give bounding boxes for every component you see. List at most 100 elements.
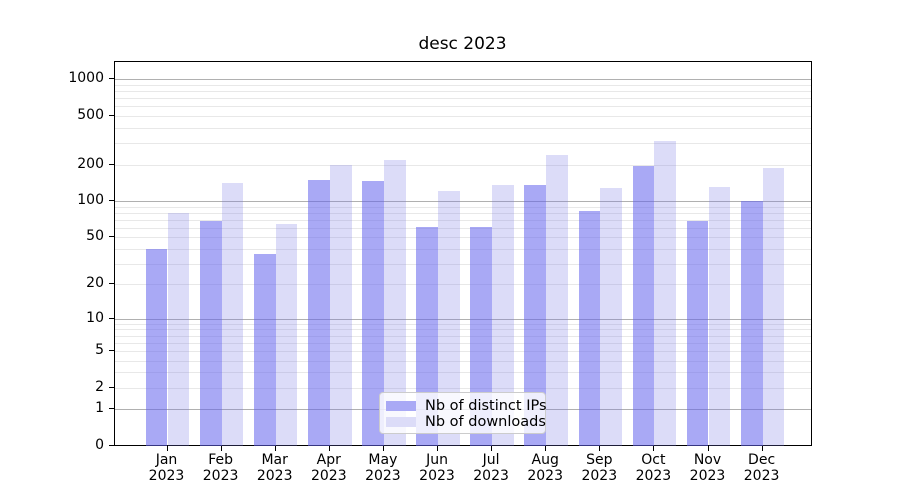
x-tick-label: Feb 2023 [202,452,239,484]
x-tick-mark [491,446,493,451]
bar-distinct-ips-nov [686,220,709,446]
minor-gridline [115,164,811,166]
minor-gridline [115,360,811,362]
y-tick-mark [109,78,114,80]
minor-gridline [115,237,811,239]
y-tick-label: 100 [77,192,104,209]
legend-item-downloads: Nb of downloads [386,414,546,430]
minor-gridline [115,91,811,93]
minor-gridline [115,106,811,108]
bar-downloads-jul [492,184,514,446]
x-tick-mark [599,446,601,451]
x-tick-mark [761,446,763,451]
x-tick-label: Sep 2023 [581,452,618,484]
x-tick-mark [707,446,709,451]
minor-gridline [115,248,811,250]
bar-downloads-sep [600,188,623,446]
y-tick-label: 500 [77,107,104,124]
major-gridline [115,201,811,203]
legend-label-downloads: Nb of downloads [425,414,546,430]
x-tick-label: Apr 2023 [310,452,347,484]
y-tick-label: 2 [95,378,104,395]
y-tick-mark [109,200,114,202]
minor-gridline [115,284,811,286]
bar-distinct-ips-mar [253,254,276,446]
x-tick-label: Jul 2023 [473,452,509,484]
bar-downloads-oct [654,141,677,446]
bar-distinct-ips-sep [578,211,601,446]
x-tick-label: Nov 2023 [689,452,726,484]
bar-distinct-ips-feb [199,221,222,446]
bar-distinct-ips-may [362,181,384,446]
minor-gridline [115,342,811,344]
minor-gridline [115,329,811,331]
bar-downloads-jan [167,213,190,446]
y-tick-label: 200 [77,155,104,172]
bar-distinct-ips-jan [145,248,168,446]
bar-distinct-ips-jul [470,226,493,446]
major-gridline [115,79,811,81]
y-tick-mark [109,386,114,388]
minor-gridline [115,387,811,389]
x-tick-mark [382,446,384,451]
bar-downloads-mar [275,224,298,446]
minor-gridline [115,263,811,265]
minor-gridline [115,127,811,129]
x-tick-label: May 2023 [365,452,401,484]
x-tick-label: Dec 2023 [743,452,780,484]
y-tick-label: 1000 [68,70,104,87]
x-tick-label: Jan 2023 [148,452,185,484]
x-tick-label: Aug 2023 [527,452,563,484]
x-tick-mark [545,446,547,451]
bar-downloads-apr [329,165,352,446]
minor-gridline [115,219,811,221]
y-tick-mark [109,115,114,117]
bar-downloads-jun [438,190,460,446]
x-tick-label: Mar 2023 [256,452,293,484]
bar-distinct-ips-apr [308,180,330,446]
minor-gridline [115,143,811,145]
plot-area [114,61,812,446]
x-tick-mark [328,446,330,451]
minor-gridline [115,206,811,208]
bar-downloads-may [383,159,406,446]
minor-gridline [115,84,811,86]
x-tick-label: Oct 2023 [635,452,672,484]
y-tick-label: 1 [95,400,104,417]
minor-gridline [115,116,811,118]
legend: Nb of distinct IPs Nb of downloads [379,392,547,434]
x-tick-mark [166,446,168,451]
bar-downloads-dec [762,167,785,446]
minor-gridline [115,98,811,100]
bar-distinct-ips-jun [416,226,438,446]
bar-downloads-feb [221,182,244,446]
minor-gridline [115,372,811,374]
y-tick-label: 5 [95,341,104,358]
x-tick-mark [437,446,438,451]
y-tick-mark [109,445,114,446]
legend-swatch-downloads [386,417,416,427]
major-gridline [115,318,811,320]
y-tick-mark [109,283,114,285]
minor-gridline [115,227,811,229]
bar-downloads-aug [546,155,568,446]
chart-title: desc 2023 [418,34,507,54]
minor-gridline [115,350,811,352]
bar-distinct-ips-aug [524,184,547,446]
legend-item-distinct-ips: Nb of distinct IPs [386,398,547,414]
minor-gridline [115,323,811,325]
minor-gridline [115,335,811,337]
x-tick-mark [653,446,655,451]
bar-distinct-ips-oct [632,165,655,446]
x-tick-mark [274,446,276,451]
x-tick-mark [220,446,222,451]
legend-swatch-distinct-ips [386,401,416,411]
bar-downloads-nov [708,187,731,446]
y-tick-mark [109,408,114,410]
y-tick-label: 0 [95,437,104,453]
y-tick-mark [109,317,114,319]
x-tick-label: Jun 2023 [419,452,455,484]
y-tick-label: 10 [86,309,104,326]
y-tick-label: 20 [86,275,104,292]
